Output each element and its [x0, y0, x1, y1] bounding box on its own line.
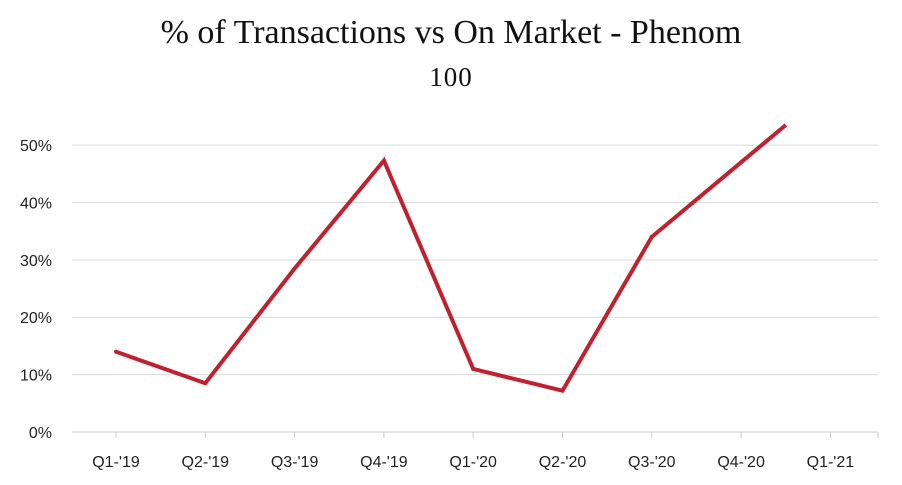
y-tick-label: 0% — [29, 425, 52, 442]
data-point — [471, 366, 476, 371]
data-point — [292, 266, 297, 271]
x-tick-label: Q3-'19 — [271, 454, 319, 471]
y-tick-label: 20% — [20, 310, 52, 327]
data-point — [560, 388, 565, 393]
series-line — [115, 123, 788, 393]
chart-subtitle: 100 — [429, 62, 473, 92]
data-point — [649, 234, 654, 239]
series-group — [114, 123, 788, 393]
x-tick-label: Q4-'20 — [717, 454, 765, 471]
data-point — [381, 158, 386, 163]
y-axis: 0% 10% 20% 30% 40% 50% — [20, 138, 52, 442]
x-tick-label: Q2-'19 — [182, 454, 230, 471]
data-point — [739, 160, 744, 165]
grid-lines — [72, 144, 878, 433]
data-point — [203, 381, 208, 386]
y-tick-label: 10% — [20, 368, 52, 385]
x-tick-label: Q4-'19 — [360, 454, 408, 471]
x-axis: Q1-'19 Q2-'19 Q3-'19 Q4-'19 Q1-'20 Q2-'20 Q3-'… — [92, 432, 879, 471]
x-tick-label: Q1-'20 — [449, 454, 497, 471]
chart-title: % of Transactions vs On Market - Phenom — [160, 14, 742, 51]
y-tick-label: 40% — [20, 195, 52, 212]
y-tick-label: 50% — [20, 138, 52, 155]
data-point — [114, 349, 118, 354]
x-tick-label: Q1-'21 — [807, 454, 855, 471]
x-tick-label: Q1-'19 — [92, 454, 140, 471]
x-tick-label: Q2-'20 — [539, 454, 587, 471]
y-tick-label: 30% — [20, 253, 52, 270]
x-tick-label: Q3-'20 — [628, 454, 676, 471]
